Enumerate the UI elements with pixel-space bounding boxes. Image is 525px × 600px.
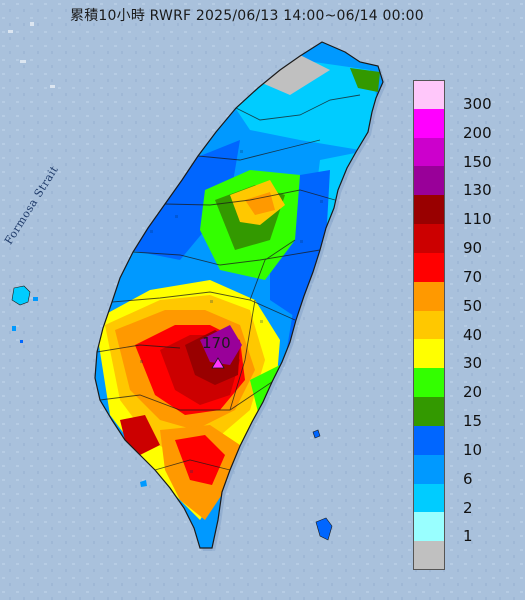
legend-swatch	[413, 166, 445, 196]
legend-label: 200	[463, 123, 492, 142]
legend-label: 70	[463, 267, 483, 286]
legend-entry: 2	[413, 483, 518, 517]
legend-entry: 130	[413, 166, 518, 199]
legend-entry: 70	[413, 252, 518, 286]
legend-label: 30	[463, 354, 483, 373]
max-rain-marker	[211, 357, 225, 369]
legend-label: 20	[463, 383, 483, 402]
legend-label: 1	[463, 527, 473, 546]
legend-label: 2	[463, 498, 473, 517]
coastline	[94, 41, 384, 549]
legend-label: 15	[463, 412, 483, 431]
north-specks	[8, 22, 55, 88]
legend-label: 10	[463, 440, 483, 459]
legend-label: 150	[463, 152, 492, 171]
max-rain-value: 170	[202, 334, 231, 352]
legend-label: 130	[463, 181, 492, 200]
legend-label: 90	[463, 239, 483, 258]
legend-entry: 300	[413, 80, 518, 113]
rainfall-legend: 300 200 150 130 110 90 70 50 40 30 20 15 10 6 2 1	[413, 80, 518, 570]
legend-entry: 200	[413, 108, 518, 142]
legend-label: 300	[463, 95, 492, 113]
map-title: 累積10小時 RWRF 2025/06/13 14:00~06/14 00:00	[70, 8, 424, 24]
legend-label: 40	[463, 325, 483, 344]
county-boundaries	[96, 94, 361, 471]
legend-entry: 1	[413, 512, 518, 545]
legend-label: 50	[463, 296, 483, 315]
legend-label: 110	[463, 210, 492, 229]
legend-swatch	[413, 252, 445, 282]
penghu-islands	[11, 285, 38, 343]
legend-entry: 15	[413, 397, 518, 430]
legend-entry: 90	[413, 224, 518, 257]
offshore-islands-east	[140, 429, 333, 541]
legend-entry: 30	[413, 339, 518, 372]
legend-swatch	[413, 483, 445, 513]
legend-label: 6	[463, 469, 473, 488]
legend-border	[413, 80, 445, 570]
